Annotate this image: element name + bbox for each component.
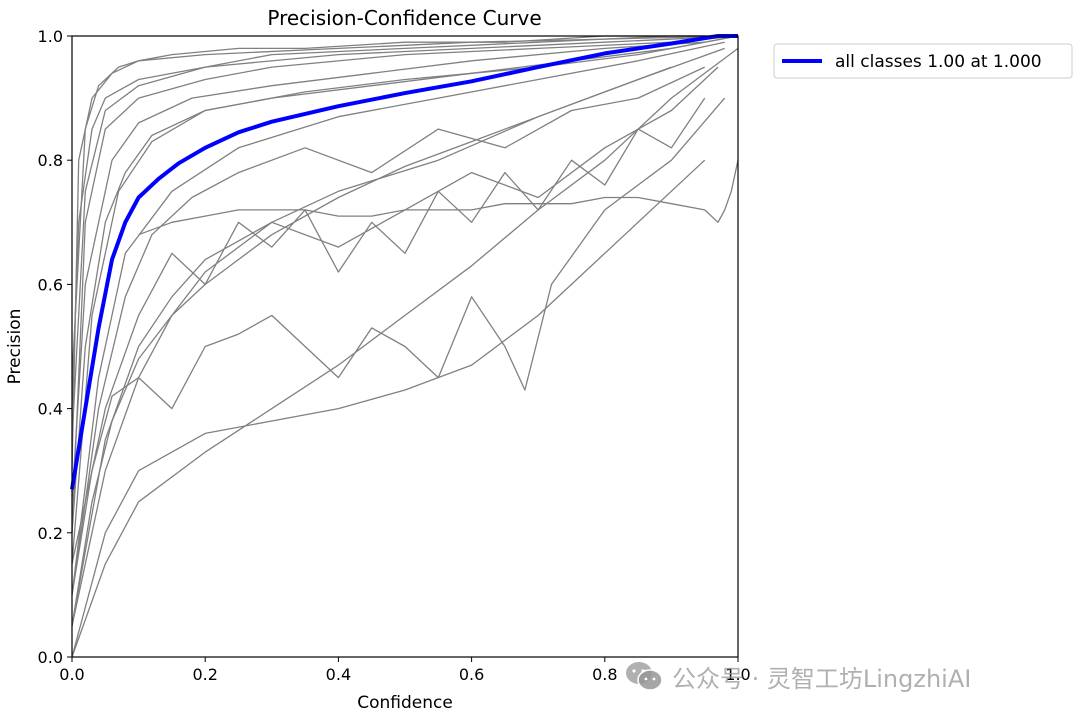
y-tick-label: 0.4 [38,400,63,419]
x-axis-ticks: 0.0 0.2 0.4 0.6 0.8 1.0 [59,657,751,684]
class-curve-13 [71,66,719,627]
watermark: 公众号 · 灵智工坊LingzhiAI [624,656,971,696]
class-curve-10 [71,35,738,440]
all-classes-curve-group [70,34,738,490]
watermark-text: 公众号 · 灵智工坊LingzhiAI [672,664,972,693]
x-tick-label: 0.8 [592,665,617,684]
class-curve-12 [71,66,705,595]
y-tick-label: 0.2 [38,524,63,543]
class-curve-18 [71,47,739,658]
class-curve-4 [71,41,705,502]
x-tick-label: 0.0 [59,665,84,684]
x-tick-label: 0.4 [326,665,351,684]
class-curve-14 [138,160,739,236]
class-curve-16 [71,66,672,627]
y-tick-label: 0.0 [38,648,63,667]
class-curve-7 [71,159,706,658]
plot-frame [71,35,739,658]
x-tick-label: 0.6 [459,665,484,684]
y-tick-label: 0.8 [38,151,63,170]
all-classes-curve [70,34,738,490]
x-axis-label: Confidence [357,693,453,713]
wechat-icon [626,662,663,691]
class-curves [71,35,739,658]
class-curve-5 [71,41,725,595]
legend-entry-all-classes: all classes 1.00 at 1.000 [835,52,1042,72]
legend: all classes 1.00 at 1.000 [773,43,1073,79]
class-curve-11 [71,35,739,409]
class-curve-9 [71,97,706,565]
x-tick-label: 0.2 [192,665,217,684]
class-curve-2 [71,35,739,533]
y-axis-label: Precision [5,309,25,385]
y-tick-label: 0.6 [38,275,63,294]
x-tick-label: 1.0 [725,665,750,684]
legend-frame [773,43,1073,79]
y-axis-ticks: 0.0 0.2 0.4 0.6 0.8 1.0 [38,27,72,667]
chart-title: Precision-Confidence Curve [267,6,541,30]
class-curve-17 [71,35,705,378]
y-tick-label: 1.0 [38,27,63,46]
